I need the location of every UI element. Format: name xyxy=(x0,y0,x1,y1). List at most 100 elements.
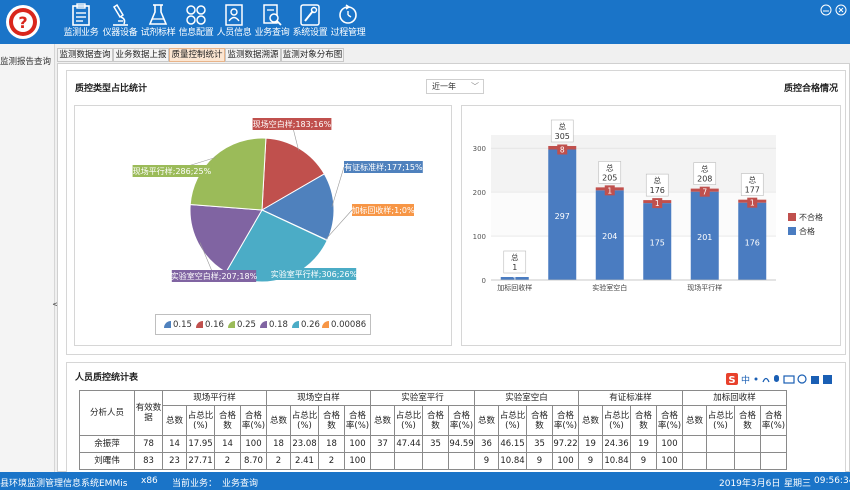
legend-swatch xyxy=(164,321,171,328)
ime-lang-glyph[interactable]: 中 xyxy=(741,374,750,386)
legend-swatch xyxy=(292,321,299,328)
app-logo-icon: ? xyxy=(4,3,44,41)
tab-object-distribution-map[interactable]: 监测对象分布图 xyxy=(281,48,344,62)
nav-business-query[interactable]: 业务查询 xyxy=(253,3,291,43)
nav-system-settings[interactable]: 系统设置 xyxy=(291,3,329,43)
nav-monitoring-business[interactable]: 监测业务 xyxy=(62,3,100,43)
plot-band xyxy=(491,192,776,237)
ime-toolbar: S 中 xyxy=(726,373,836,386)
total-callout xyxy=(598,161,622,184)
pie-slice[interactable] xyxy=(261,137,325,211)
ime-menu-icon[interactable] xyxy=(823,375,832,384)
table-cell: 14 xyxy=(214,435,241,453)
top-navigation-bar: ? 监测业务 仪器设备 试剂标样 xyxy=(0,0,850,44)
bar-pass[interactable] xyxy=(548,149,577,281)
table-cell: 2 xyxy=(266,452,291,470)
table-row[interactable]: 余振萍 78 14 17.95 14 100 18 23.08 18 100 37 47.44 35 94… xyxy=(79,435,787,453)
table-cell: 47.44 xyxy=(394,435,423,453)
pie-label-box xyxy=(271,268,357,280)
ime-skin-icon[interactable] xyxy=(797,374,807,384)
ime-punctuation-icon[interactable] xyxy=(754,377,758,381)
sub-header: 占总比(%) xyxy=(186,405,215,436)
legend-item: 0.18 xyxy=(260,320,288,330)
nav-process-management[interactable]: 过程管理 xyxy=(329,3,367,43)
bar-pass-label: 201 xyxy=(697,233,712,242)
table-cell: 2.41 xyxy=(290,452,319,470)
table-cell: 100 xyxy=(656,435,683,453)
ime-microphone-icon[interactable] xyxy=(774,375,779,382)
bar-pass[interactable] xyxy=(643,203,672,280)
legend-item: 0.25 xyxy=(228,320,256,330)
bar-fail-badge xyxy=(699,186,710,197)
nav-label: 仪器设备 xyxy=(102,28,138,38)
pie-slice[interactable] xyxy=(189,137,267,211)
group-header: 有证标准样 xyxy=(578,390,683,406)
pie-label-box xyxy=(352,204,414,216)
pass-section-title: 质控合格情况 xyxy=(784,84,839,94)
legend-item: 0.16 xyxy=(196,320,224,330)
x-category-label: 现场平行样 xyxy=(687,283,722,292)
pie-label-box xyxy=(252,118,332,130)
legend-swatch xyxy=(260,321,267,328)
nav-label: 试剂标样 xyxy=(140,28,176,38)
qc-type-section-title: 质控类型占比统计 xyxy=(75,84,148,94)
nav-reagents[interactable]: 试剂标样 xyxy=(139,3,177,43)
bar-pass[interactable] xyxy=(690,191,719,280)
ime-logo-icon xyxy=(726,373,738,385)
ime-tools-icon[interactable] xyxy=(811,376,819,384)
table-cell: 2 xyxy=(214,452,241,470)
table-cell: 10.84 xyxy=(498,452,527,470)
table-cell: 2 xyxy=(318,452,345,470)
total-value: 305 xyxy=(555,132,570,141)
minimize-icon[interactable] xyxy=(820,4,832,16)
table-cell: 9 xyxy=(578,452,603,470)
bar-pass[interactable] xyxy=(738,202,767,280)
tab-data-traceability[interactable]: 监测数据溯源 xyxy=(225,48,281,62)
table-cell: 100 xyxy=(656,452,683,470)
pie-slice-label: 现场空白样;183;16% xyxy=(253,119,332,129)
table-sub-header-row: 总数 占总比(%) 合格数 合格率(%) 总数 占总比(%) 合格数 合格率(%) 总数 占总比(… xyxy=(80,405,787,436)
table-cell: 19 xyxy=(578,435,603,453)
tab-qc-statistics[interactable]: 质量控制统计 xyxy=(169,48,225,62)
bar-pass[interactable] xyxy=(595,190,624,280)
nav-label: 人员信息 xyxy=(216,28,252,38)
tab-business-data-report[interactable]: 业务数据上报 xyxy=(113,48,169,62)
bar-fail-badge xyxy=(557,144,568,155)
period-select[interactable]: 近一年 ﹀ xyxy=(426,79,484,94)
staff-qc-table: 分析人员 有效数据 现场平行样 现场空白样 实验室平行 实验室空白 有证标准样 … xyxy=(79,390,787,470)
ime-keyboard-icon[interactable] xyxy=(783,375,795,384)
table-cell xyxy=(760,452,787,470)
group-header: 实验室平行 xyxy=(370,390,475,406)
pie-slice[interactable] xyxy=(189,204,263,273)
tab-monitoring-data-query[interactable]: 监测数据查询 xyxy=(57,48,113,62)
nav-staff-info[interactable]: 人员信息 xyxy=(215,3,253,43)
y-tick-label: 200 xyxy=(473,189,486,197)
total-caption: 总 xyxy=(511,252,519,262)
cell-analyst-name: 刘曙伟 xyxy=(79,452,135,470)
legend-label-pass: 合格 xyxy=(799,226,815,236)
pie-slice-label: 实验室平行样;306;26% xyxy=(271,269,358,279)
total-value: 1 xyxy=(512,263,517,272)
table-row[interactable]: 刘曙伟 83 23 27.71 2 8.70 2 2.41 2 100 9 10.84 9 100 9 10.… xyxy=(79,452,787,470)
bar-pass[interactable] xyxy=(500,277,529,280)
pie-slice-label: 实验室空白样;207;18% xyxy=(171,271,258,281)
group-header: 实验室空白 xyxy=(474,390,579,406)
status-app-name: 县环境监测管理信息系统EMMis xyxy=(0,479,128,489)
table-cell: 9 xyxy=(630,452,657,470)
bar-fail-badge xyxy=(747,197,758,208)
y-tick-label: 100 xyxy=(473,233,486,241)
pie-slice-label: 有证标准样;177;15% xyxy=(344,162,423,172)
nav-instruments[interactable]: 仪器设备 xyxy=(101,3,139,43)
pie-legend: 0.15 0.16 0.25 0.18 0.26 0.00086 xyxy=(155,314,371,335)
pie-slice[interactable] xyxy=(260,173,335,241)
close-icon[interactable] xyxy=(835,4,847,16)
sub-header: 总数 xyxy=(370,405,395,436)
collapse-sidebar-icon[interactable]: < xyxy=(52,300,60,310)
bar-pass-label: 204 xyxy=(602,232,617,241)
ime-fullwidth-icon[interactable] xyxy=(762,377,770,383)
nav-info-config[interactable]: 信息配置 xyxy=(177,3,215,43)
sidebar-item-report-query[interactable]: 监测报告查询 xyxy=(0,57,52,67)
table-cell: 19 xyxy=(630,435,657,453)
table-cell xyxy=(682,452,707,470)
group-header: 加标回收样 xyxy=(682,390,787,406)
